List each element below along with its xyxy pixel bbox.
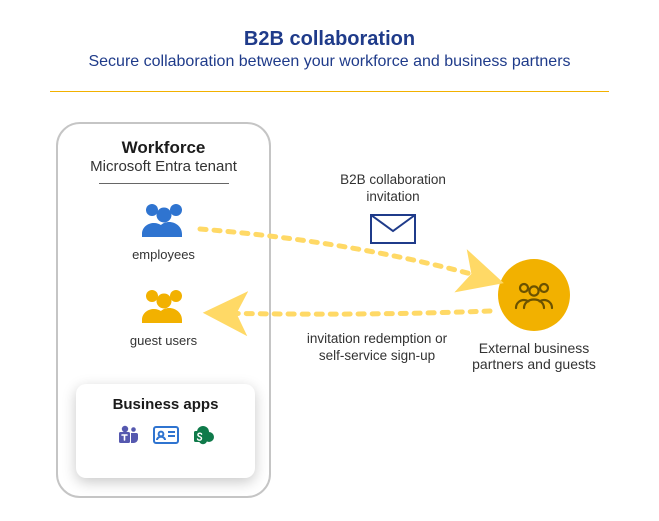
external-partners-label: External business partners and guests — [468, 340, 600, 372]
page-subtitle: Secure collaboration between your workfo… — [0, 53, 659, 71]
teams-icon — [117, 425, 139, 445]
external-partners-circle — [498, 259, 570, 331]
tenant-divider — [99, 183, 229, 184]
business-apps-title: Business apps — [76, 396, 255, 413]
redemption-label: invitation redemption or self-service si… — [297, 331, 457, 365]
tenant-title: Workforce — [58, 138, 269, 158]
workforce-tenant-box: Workforce Microsoft Entra tenant employe… — [56, 122, 271, 498]
page-title: B2B collaboration — [0, 28, 659, 51]
employees-icon — [135, 200, 193, 238]
guest-users-icon — [135, 286, 193, 324]
external-people-icon — [512, 278, 556, 312]
invitation-label: B2B collaboration invitation — [333, 172, 453, 206]
sharepoint-icon — [193, 425, 215, 445]
envelope-icon — [369, 213, 417, 245]
header-divider — [50, 91, 609, 92]
id-card-icon — [153, 426, 179, 444]
tenant-subtitle: Microsoft Entra tenant — [58, 158, 269, 175]
business-apps-card: Business apps — [76, 384, 255, 478]
guest-users-label: guest users — [58, 333, 269, 348]
employees-label: employees — [58, 247, 269, 262]
